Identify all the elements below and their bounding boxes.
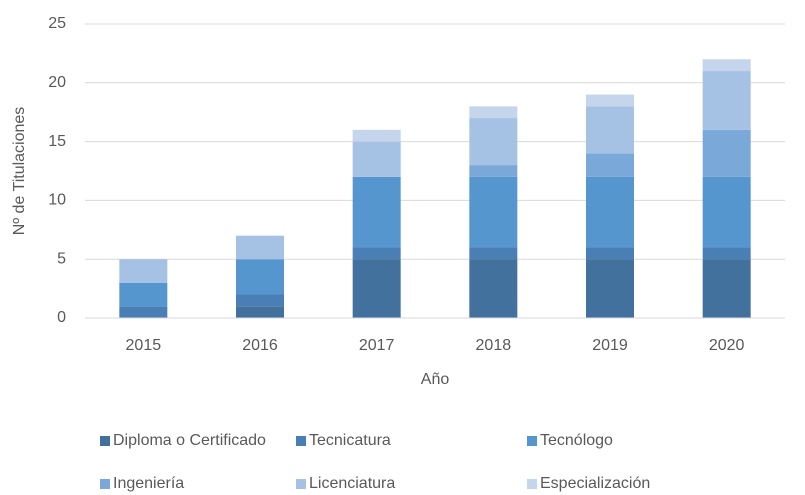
y-tick-label: 15 [48,133,66,150]
y-tick-label: 5 [57,250,66,267]
legend-swatch [296,479,306,489]
bar-segment [236,235,284,260]
legend-label: Especialización [540,475,650,492]
x-axis-title: Año [421,371,450,388]
bar-segment [119,259,168,283]
bar-segment [469,106,518,119]
bar-segment [469,176,518,248]
bar-segment [586,247,634,260]
bar-segment [469,165,518,177]
bar-segment [236,306,284,318]
y-tick-label: 0 [57,309,66,326]
x-tick-label: 2018 [476,337,512,354]
bar-segment [469,247,518,260]
y-axis-title: Nº de Titulaciones [11,107,28,236]
x-tick-label: 2017 [359,337,395,354]
bar-segment [469,118,518,166]
bar-segment [586,94,634,107]
legend-label: Tecnicatura [309,432,391,449]
y-tick-label: 20 [48,74,66,91]
y-tick-label: 25 [48,15,66,32]
bar-segment [236,259,284,295]
bar-segment [352,141,401,177]
bar-segment [469,259,518,318]
bar-segment [352,247,401,260]
legend-label: Tecnólogo [540,432,613,449]
bar-segment [119,306,168,318]
legend-swatch [527,479,537,489]
legend-swatch [100,479,110,489]
legend-label: Diploma o Certificado [113,432,266,449]
bar-segment [586,176,634,248]
x-tick-label: 2019 [592,337,628,354]
y-tick-label: 10 [48,192,66,209]
bar-segment [352,259,401,318]
legend-label: Licenciatura [309,475,395,492]
bar-segment [586,153,634,177]
bar-segment [702,71,751,130]
legend-label: Ingeniería [113,475,184,492]
bar-segment [586,259,634,318]
bar-segment [702,59,751,72]
x-tick-label: 2020 [709,337,745,354]
x-tick-label: 2016 [242,337,278,354]
legend-swatch [100,436,110,446]
bar-segment [119,282,168,307]
bar-segment [352,176,401,248]
bar-segment [702,259,751,318]
bar-segment [236,294,284,307]
legend-swatch [527,436,537,446]
bar-segment [702,176,751,248]
bar-segment [702,129,751,177]
bar-segment [352,129,401,142]
legend-swatch [296,436,306,446]
bar-segment [702,247,751,260]
x-tick-label: 2015 [126,337,162,354]
bar-segment [586,106,634,154]
